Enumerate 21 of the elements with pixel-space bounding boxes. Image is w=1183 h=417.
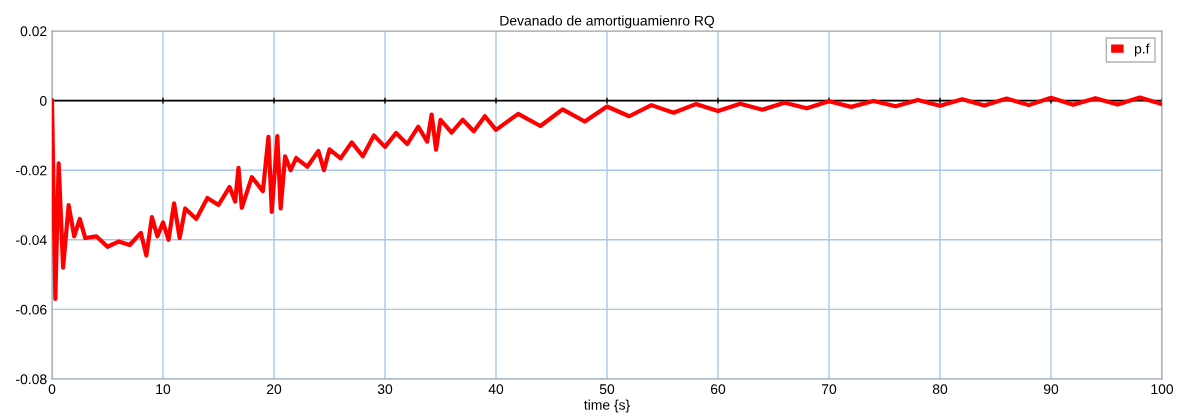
x-tick-label: 60 xyxy=(710,384,726,395)
x-tick-label: 100 xyxy=(1151,384,1174,395)
y-tick-label: -0.06 xyxy=(16,304,47,315)
x-tick-label: 10 xyxy=(156,384,171,395)
y-tick-label: -0.02 xyxy=(16,165,47,176)
x-tick-label: 30 xyxy=(377,384,393,395)
x-tick-label: 80 xyxy=(932,384,948,395)
x-tick-label: 20 xyxy=(266,384,282,395)
y-tick-label: 0 xyxy=(39,95,47,106)
chart-title: Devanado de amortiguamienro RQ xyxy=(500,15,715,29)
x-tick-label: 90 xyxy=(1043,384,1059,395)
x-tick-label: 40 xyxy=(488,384,504,395)
x-tick-label: 0 xyxy=(48,384,56,395)
x-axis-title: time {s} xyxy=(584,399,630,413)
legend-label: p.f xyxy=(1134,43,1150,57)
y-tick-label: -0.04 xyxy=(16,235,47,245)
y-tick-label: 0.02 xyxy=(20,26,47,37)
y-tick-label: -0.08 xyxy=(16,374,47,385)
x-tick-label: 70 xyxy=(821,384,837,395)
x-tick-label: 50 xyxy=(599,384,615,395)
line-series xyxy=(52,95,1162,302)
